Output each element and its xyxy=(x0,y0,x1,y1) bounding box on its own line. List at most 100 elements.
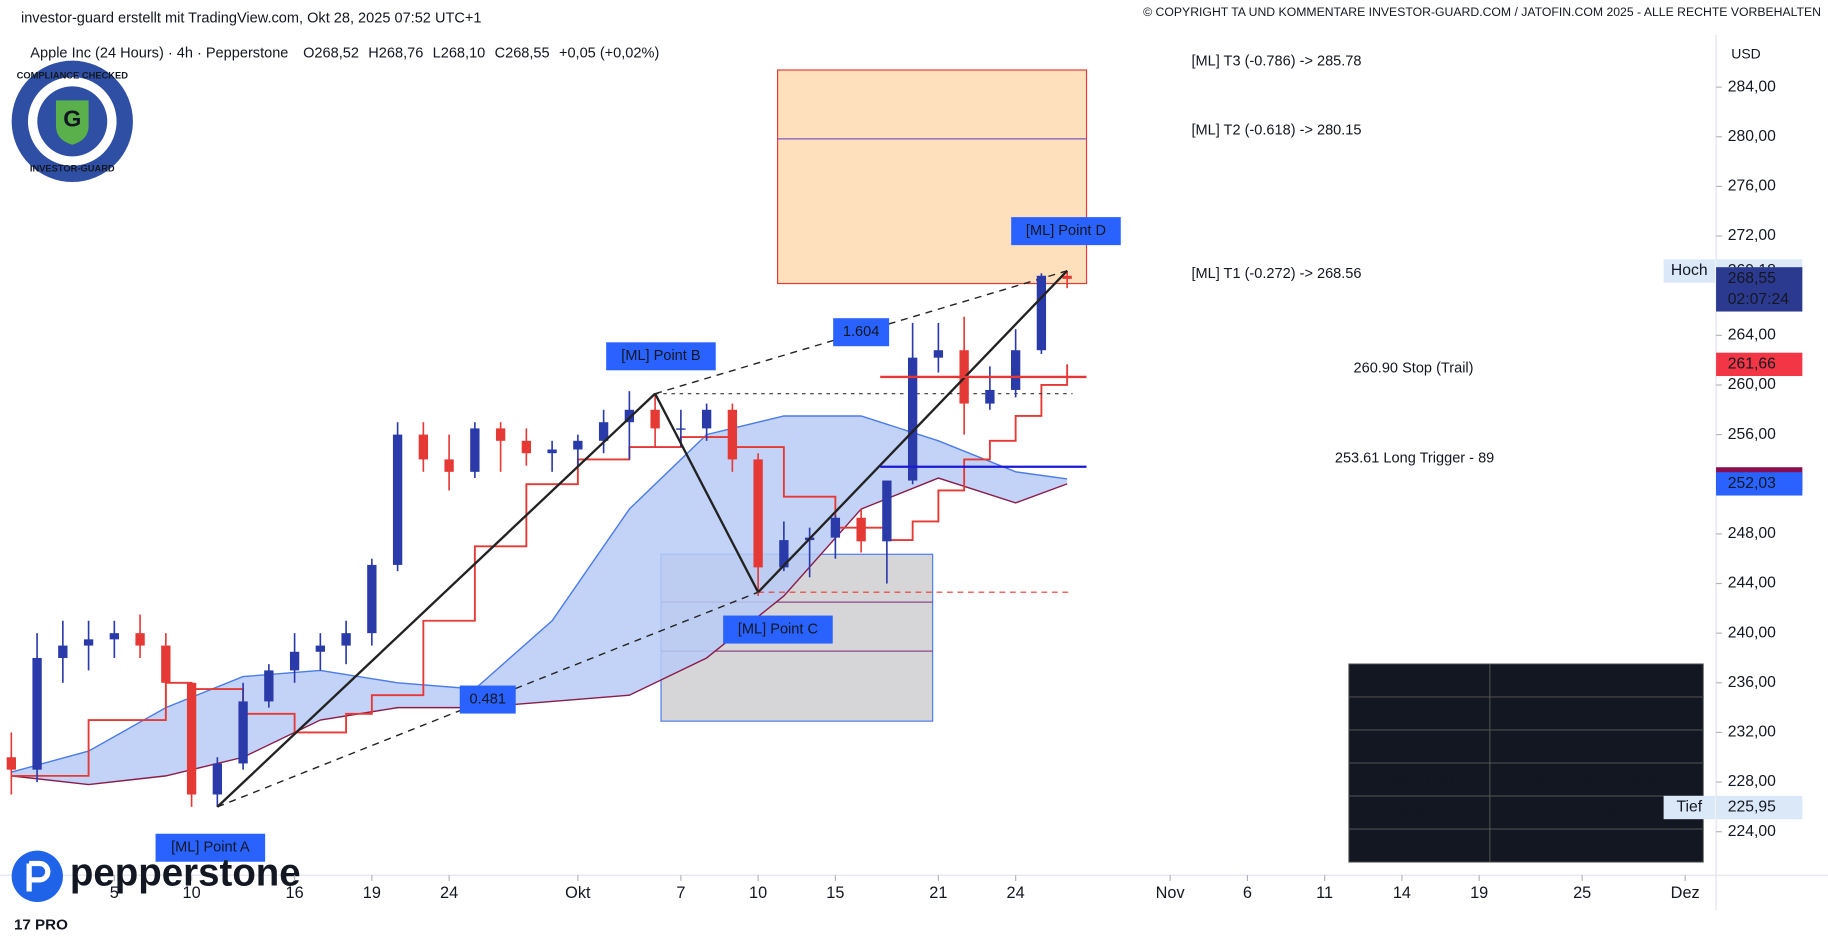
table-text: AAPL.US_24 xyxy=(1371,671,1467,689)
target-label: [ML] T2 (-0.618) -> 280.15 xyxy=(1191,123,1361,139)
price-label: 261,66 xyxy=(1728,356,1776,373)
candle-body xyxy=(573,440,583,450)
target-zone xyxy=(777,69,1088,285)
x-tick-label: Okt xyxy=(565,884,591,902)
candle-body xyxy=(135,633,145,646)
candle-body xyxy=(109,633,120,640)
badge-shield xyxy=(55,100,89,145)
y-tick-label: 260,00 xyxy=(1728,376,1776,393)
x-tick-label: Nov xyxy=(1156,884,1186,902)
x-tick-label: Dez xyxy=(1671,884,1700,902)
candle-body xyxy=(907,357,918,481)
table-text: Entry (TG Logic) xyxy=(1360,737,1480,755)
pattern-label: [ML] Point C xyxy=(738,621,818,637)
price-countdown: 02:07:24 xyxy=(1728,291,1789,308)
pattern-label: [ML] Point D xyxy=(1026,223,1106,239)
ratio-label: 0.481 xyxy=(470,691,506,707)
table-cell xyxy=(1489,762,1704,797)
ohlc-value: L268,10 xyxy=(433,46,486,62)
table-cell xyxy=(1348,729,1491,764)
table-text: Short Dyna xyxy=(1379,836,1461,854)
currency: USD xyxy=(1731,46,1761,62)
badge-letter: G xyxy=(63,105,81,131)
table-text: 28/10/2025 xyxy=(1556,671,1638,689)
candle-body xyxy=(161,645,171,683)
table-text: Long Entry - (confirmed) xyxy=(1509,704,1685,722)
table-cell xyxy=(1489,696,1704,731)
y-tick-label: 280,00 xyxy=(1728,128,1776,145)
candle-body xyxy=(392,434,403,565)
plot: [ML] Point A [ML] Point B [ML] Point C [ML]… xyxy=(6,217,1121,862)
table-text: Trend-Guard xyxy=(1373,704,1466,722)
candle-body xyxy=(495,428,506,441)
level-label: 260.90 Stop (Trail) xyxy=(1354,361,1474,377)
candle-body xyxy=(341,633,351,646)
header-right: © COPYRIGHT TA UND KOMMENTARE INVESTOR-G… xyxy=(1143,5,1821,19)
y-tick-label: 248,00 xyxy=(1728,525,1776,542)
ohlc-legend: O268,52 H268,76 L268,10 C268,55 +0,05 (+0,02… xyxy=(303,46,659,62)
y-tick-label: 272,00 xyxy=(1728,227,1776,244)
candle-body xyxy=(444,459,454,472)
x-tick-label: 14 xyxy=(1393,884,1411,902)
candle-body xyxy=(727,409,738,460)
broker-icon xyxy=(11,850,63,902)
candle-body xyxy=(6,757,16,770)
ohlc-value: O268,52 xyxy=(303,46,359,62)
price-caption-box xyxy=(1663,259,1715,283)
price-label-box xyxy=(1716,472,1803,496)
candle-body xyxy=(367,564,377,634)
y-tick-label: 232,00 xyxy=(1728,724,1776,741)
y-tick-label: 228,00 xyxy=(1728,773,1776,790)
y-tick-label: 276,00 xyxy=(1728,178,1776,195)
candle-body xyxy=(32,657,42,770)
candle-body xyxy=(238,701,248,764)
x-tick-label: 10 xyxy=(749,884,767,902)
target-label: [ML] T1 (-0.272) -> 268.56 xyxy=(1191,266,1361,282)
candle-body xyxy=(856,517,866,542)
candle-body xyxy=(624,409,635,423)
candle-body xyxy=(418,434,429,460)
pattern-label-box xyxy=(1011,217,1121,246)
badge-top: COMPLIANCE CHECKED xyxy=(17,70,129,80)
price-caption-box xyxy=(1663,795,1715,820)
candle-body xyxy=(470,428,480,472)
candle-body xyxy=(264,670,274,702)
candle-body xyxy=(753,459,763,568)
footer xyxy=(0,910,1828,937)
ratio-box xyxy=(833,318,890,347)
table-cell xyxy=(1489,663,1704,698)
broker-icon-p xyxy=(26,860,51,892)
pattern-leg xyxy=(757,269,1068,594)
table-cell xyxy=(1348,663,1491,698)
candle-body xyxy=(186,682,197,795)
y-tick-label: 224,00 xyxy=(1728,823,1776,840)
candle-body xyxy=(779,540,789,568)
candle-body xyxy=(830,517,841,538)
header-left: investor-guard erstellt mit TradingView.… xyxy=(21,11,481,27)
table-cell xyxy=(1489,729,1704,764)
price-caption: Tief xyxy=(1676,799,1702,816)
pattern-label-box xyxy=(606,342,716,371)
chart-title: Apple Inc (24 Hours) · 4h · Pepperstone xyxy=(30,46,288,62)
candle-body xyxy=(289,651,300,671)
pattern-leg xyxy=(216,392,656,808)
candle-body xyxy=(1036,275,1047,351)
price-label: 252,03 xyxy=(1728,475,1776,492)
price-caption: Hoch xyxy=(1671,262,1708,279)
table-text: Lowtracker xyxy=(1380,803,1460,821)
candle-body xyxy=(83,639,94,646)
pattern-leg xyxy=(654,393,760,593)
compliance-badge: G COMPLIANCE CHECKED INVESTOR-GUARD xyxy=(11,60,133,183)
candle-body xyxy=(547,449,557,454)
ratio-label: 1.604 xyxy=(843,324,879,340)
y-tick-label: 256,00 xyxy=(1728,426,1776,443)
broker-logo: pepperstone xyxy=(11,850,301,902)
y-tick-label: 284,00 xyxy=(1728,78,1776,95)
table-cell xyxy=(1348,828,1491,863)
candle-body xyxy=(933,350,944,358)
price-label: 225,95 xyxy=(1728,799,1776,816)
candle-body xyxy=(58,645,68,658)
pattern-label: [ML] Point B xyxy=(621,348,700,364)
